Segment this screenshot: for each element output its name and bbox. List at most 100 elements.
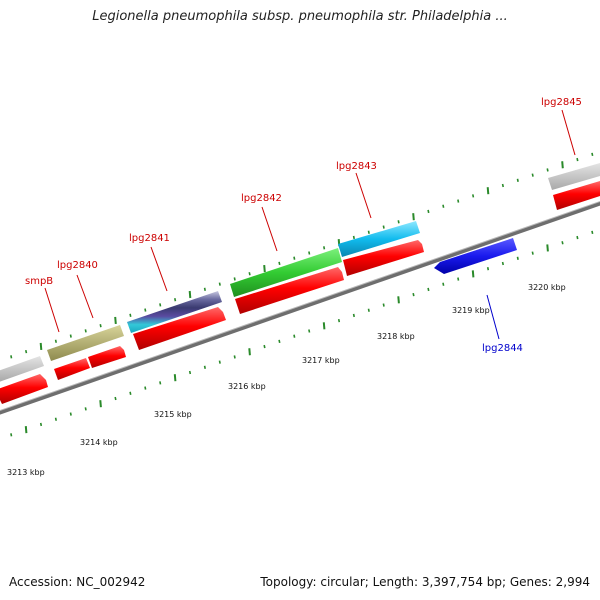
major-tick [471,270,475,278]
minor-tick [576,157,579,162]
gene-label-lpg2843[interactable]: lpg2843 [336,161,377,172]
cds-arrow[interactable] [0,374,48,404]
leader-lpg2843 [355,172,372,219]
minor-tick [427,209,430,214]
minor-tick [248,272,251,276]
minor-tick [263,344,266,349]
minor-tick [114,396,117,401]
minor-tick [352,313,355,318]
gene-label-smpB[interactable]: smpB [25,276,53,287]
minor-tick [352,235,355,240]
minor-tick [129,313,132,317]
leader-lpg2842 [261,206,278,252]
green-feature-bar[interactable] [230,248,342,297]
minor-tick [382,303,385,307]
minor-tick [39,422,43,427]
major-tick [263,264,266,273]
minor-tick [367,230,370,234]
gene-labels: smpB lpg2840 lpg2841 lpg2842 lpg2843 lpg… [25,97,582,354]
minor-tick [144,386,147,390]
minor-tick [516,178,519,182]
major-tick [322,322,326,330]
cds-arrow[interactable] [54,358,90,380]
minor-tick [576,235,579,240]
gene-label-lpg2842[interactable]: lpg2842 [241,193,282,204]
major-tick [99,400,102,408]
cds-arrow[interactable] [133,307,226,350]
minor-tick [129,391,132,395]
backbone-strand [0,201,600,415]
major-tick [24,426,28,434]
annotation-bars [127,163,600,333]
leader-lpg2840 [76,274,94,319]
minor-tick [591,230,594,235]
minor-tick [69,334,72,338]
minor-tick [84,407,87,411]
gene-label-lpg2844[interactable]: lpg2844 [482,343,523,354]
major-tick [173,374,177,382]
gene-smpB-region[interactable] [0,325,124,382]
minor-tick [308,251,311,255]
major-tick [248,348,251,356]
major-tick [39,342,43,351]
gray-feature-bar[interactable] [548,163,600,190]
minor-tick [278,261,281,266]
gene-label-lpg2840[interactable]: lpg2840 [57,260,98,271]
leader-lpg2841 [150,246,168,292]
gene-label-lpg2845[interactable]: lpg2845 [541,97,582,108]
cds-arrow[interactable] [88,346,126,368]
minor-tick [10,355,13,359]
minor-tick [54,417,57,421]
striped-feature-bar[interactable] [127,291,222,333]
label-leader-lines [44,109,576,340]
major-tick [114,316,117,325]
minor-tick [591,152,594,157]
minor-tick [25,349,28,354]
minor-tick [427,287,430,292]
minor-tick [218,360,221,364]
scale-label: 3214 kbp [80,438,118,447]
minor-tick [323,246,326,250]
accession-text: Accession: NC_002942 [9,575,146,589]
cds-arrow[interactable] [343,240,424,276]
scale-label: 3215 kbp [154,410,192,419]
minor-tick [54,339,57,343]
scale-label: 3217 kbp [302,356,340,365]
blue-cds-arrow[interactable] [434,238,517,274]
minor-tick [382,225,385,229]
minor-tick [501,183,504,188]
major-tick [397,296,400,304]
minor-tick [516,256,519,260]
major-tick [188,290,192,299]
minor-tick [337,318,341,323]
major-tick [561,161,564,169]
minor-tick [293,334,296,338]
minor-tick [233,277,236,281]
gene-label-lpg2841[interactable]: lpg2841 [129,233,170,244]
major-tick [546,244,549,252]
leader-smpB [44,287,60,333]
cds-arrow[interactable] [235,267,344,314]
minor-tick [188,370,192,375]
minor-tick [144,308,147,312]
minor-tick [218,282,221,286]
minor-tick [203,365,206,369]
scale-labels: 3213 kbp 3214 kbp 3215 kbp 3216 kbp 3217… [7,283,566,477]
red-cds-arrows [0,181,600,404]
minor-tick [442,282,445,286]
cds-arrow[interactable] [553,181,600,210]
minor-tick [531,251,534,255]
minor-tick [486,267,490,271]
minor-tick [99,324,102,328]
minor-tick [84,329,87,333]
minor-tick [10,433,13,437]
scale-label: 3216 kbp [228,382,266,391]
cyan-feature-bar[interactable] [338,221,420,257]
minor-tick [457,277,460,281]
inner-tick-row [10,230,594,437]
minor-tick [69,412,72,416]
outer-tick-row [10,152,594,359]
minor-tick [233,355,236,359]
major-tick [412,213,415,221]
